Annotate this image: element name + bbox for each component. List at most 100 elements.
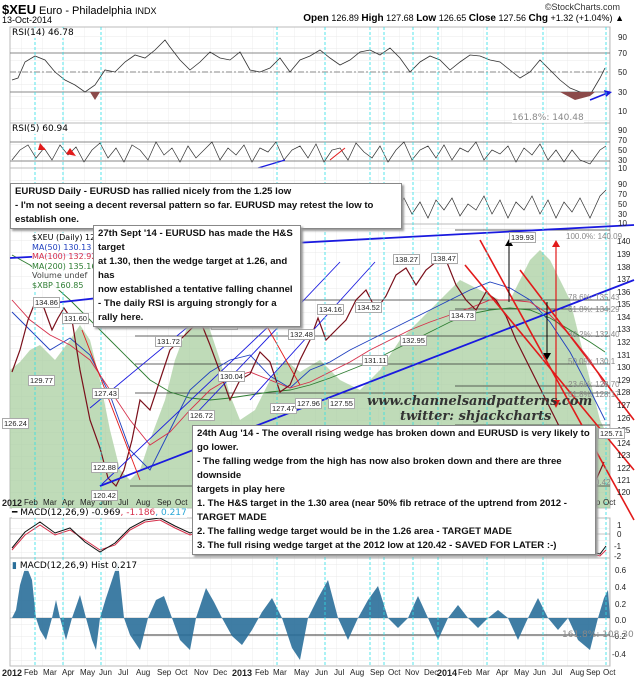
x-label: Feb xyxy=(24,668,38,677)
pivot-label: 126.24 xyxy=(2,418,29,429)
symbol: $XEU xyxy=(2,2,36,17)
hist-fib-note: 161.8%: 108.30 xyxy=(562,630,634,640)
price-tick: 124 xyxy=(617,439,631,448)
pivot-label: 122.88 xyxy=(91,462,118,473)
legend-xeu: $XEU (Daily) 127.56 xyxy=(32,233,114,242)
fib-label: 100.0%: 140.09 xyxy=(566,232,623,241)
x-label: Feb xyxy=(255,668,269,677)
x-label: Oct xyxy=(175,498,188,507)
x-label: Apr xyxy=(62,498,75,507)
macd-hist-panel xyxy=(9,557,611,667)
x-label: Jul xyxy=(118,498,129,507)
fib-label: 61.8%: 128.17 xyxy=(568,390,620,399)
hist-tick: 0.0 xyxy=(615,616,627,625)
x-label: May xyxy=(80,668,96,677)
chg-value: +1.32 (+1.04%) xyxy=(550,13,613,23)
open-value: 126.89 xyxy=(331,13,359,23)
legend-ma50: MA(50) 130.13 xyxy=(32,242,92,252)
rsi5-tick: 90 xyxy=(618,126,627,135)
watermark-twitter: twitter: shjackcharts xyxy=(400,409,552,424)
legend-ma100: MA(100) 132.92 xyxy=(32,252,97,261)
annotation-line: 2. The falling wedge target would be in … xyxy=(197,526,512,537)
hist-tick: -0.2 xyxy=(612,632,626,641)
high-label: High xyxy=(361,13,384,24)
pivot-label: 132.95 xyxy=(400,335,427,346)
x-label: 2012 xyxy=(2,498,23,508)
x-label: Jul xyxy=(118,668,129,677)
close-label: Close xyxy=(468,13,496,24)
rsi14-tick: 50 xyxy=(618,68,627,77)
pivot-label: 134.16 xyxy=(317,304,344,315)
macd-tick: -1 xyxy=(614,542,622,551)
x-label: Dec xyxy=(213,668,228,677)
legend-ma200: MA(200) 135.16 xyxy=(32,261,97,271)
exchange: INDX xyxy=(135,6,157,16)
annotation-line: at 1.30, then the wedge target at 1.26, … xyxy=(98,256,288,281)
bar-chart-icon: ▮ xyxy=(12,561,17,571)
rsi-extra-tick: 10 xyxy=(618,219,627,228)
legend-volume: Volume undef xyxy=(32,271,88,280)
price-tick: 130 xyxy=(617,363,631,372)
annotation-line: now established a tentative falling chan… xyxy=(98,284,293,295)
x-label: Jun xyxy=(99,668,112,677)
macd-tick: -2 xyxy=(614,552,622,561)
up-arrow-icon: ▲ xyxy=(615,13,624,23)
annotation-line: EURUSD Daily - EURUSD has rallied nicely… xyxy=(15,186,292,197)
fib-label: 50.0%: 130.1 xyxy=(568,357,616,366)
macd-tick: 0 xyxy=(617,530,622,539)
pivot-label: 126.72 xyxy=(188,410,215,421)
chart-title: $XEU Euro - Philadelphia INDX xyxy=(2,2,157,17)
price-tick: 132 xyxy=(617,338,631,347)
price-tick: 129 xyxy=(617,376,631,385)
x-label: Nov xyxy=(405,668,420,677)
macd-tick: 1 xyxy=(617,521,622,530)
rsi-extra-tick: 90 xyxy=(618,180,627,189)
rsi5-tick: 10 xyxy=(618,164,627,173)
pivot-label: 134.52 xyxy=(355,302,382,313)
x-label: Oct xyxy=(175,668,188,677)
price-tick: 138 xyxy=(617,263,631,272)
rsi5-tick: 70 xyxy=(618,136,627,145)
pivot-label: 127.55 xyxy=(328,398,355,409)
x-label: Oct xyxy=(603,668,616,677)
brand-link[interactable]: ©StockCharts.com xyxy=(544,2,620,12)
macd-signal: , -1.186 xyxy=(120,508,156,518)
x-label: May xyxy=(514,668,530,677)
pivot-label: 127.43 xyxy=(92,388,119,399)
x-label: Sep xyxy=(157,668,172,677)
rsi14-tick: 30 xyxy=(618,88,627,97)
pivot-label: 132.48 xyxy=(288,329,315,340)
annotation-line: - The falling wedge from the high has no… xyxy=(197,456,562,481)
ohlc-bar: Open 126.89 High 127.68 Low 126.65 Close… xyxy=(303,13,624,24)
hist-tick: 0.6 xyxy=(615,566,627,575)
pivot-label: 127.47 xyxy=(270,403,297,414)
pivot-label: 131.60 xyxy=(62,313,89,324)
price-tick: 140 xyxy=(617,237,631,246)
annotation-line: 1. The H&S target in the 1.30 area (near… xyxy=(197,498,568,523)
annotation-line: - The daily RSI is arguing strongly for … xyxy=(98,298,277,323)
x-label: Oct xyxy=(603,498,616,507)
pivot-label: 134.86 xyxy=(33,297,60,308)
rsi14-tick: 10 xyxy=(618,107,627,116)
annotation-line: 27th Sept '14 - EURUSD has made the H&S … xyxy=(98,228,293,253)
x-label: Jul xyxy=(334,668,345,677)
price-tick: 134 xyxy=(617,313,631,322)
pivot-label: 125.71 xyxy=(598,428,625,439)
hist-tick: 0.4 xyxy=(615,583,627,592)
instrument-name: Euro - Philadelphia xyxy=(39,5,132,17)
hist-tick: 0.2 xyxy=(615,600,627,609)
rsi14-panel xyxy=(9,26,612,124)
close-value: 127.56 xyxy=(498,13,527,23)
macd-line-icon: ━ xyxy=(12,508,18,518)
x-label: Aug xyxy=(136,668,151,677)
annotation-line: - I'm not seeing a decent reversal patte… xyxy=(15,200,374,225)
high-value: 127.68 xyxy=(386,13,414,23)
legend-xbp: $XBP 160.85 xyxy=(32,280,84,290)
price-tick: 135 xyxy=(617,300,631,309)
x-label: Sep xyxy=(370,668,385,677)
price-tick: 133 xyxy=(617,325,631,334)
x-label: Aug xyxy=(350,668,365,677)
rsi-extra-tick: 50 xyxy=(618,200,627,209)
chart-date: 13-Oct-2014 xyxy=(2,15,53,25)
